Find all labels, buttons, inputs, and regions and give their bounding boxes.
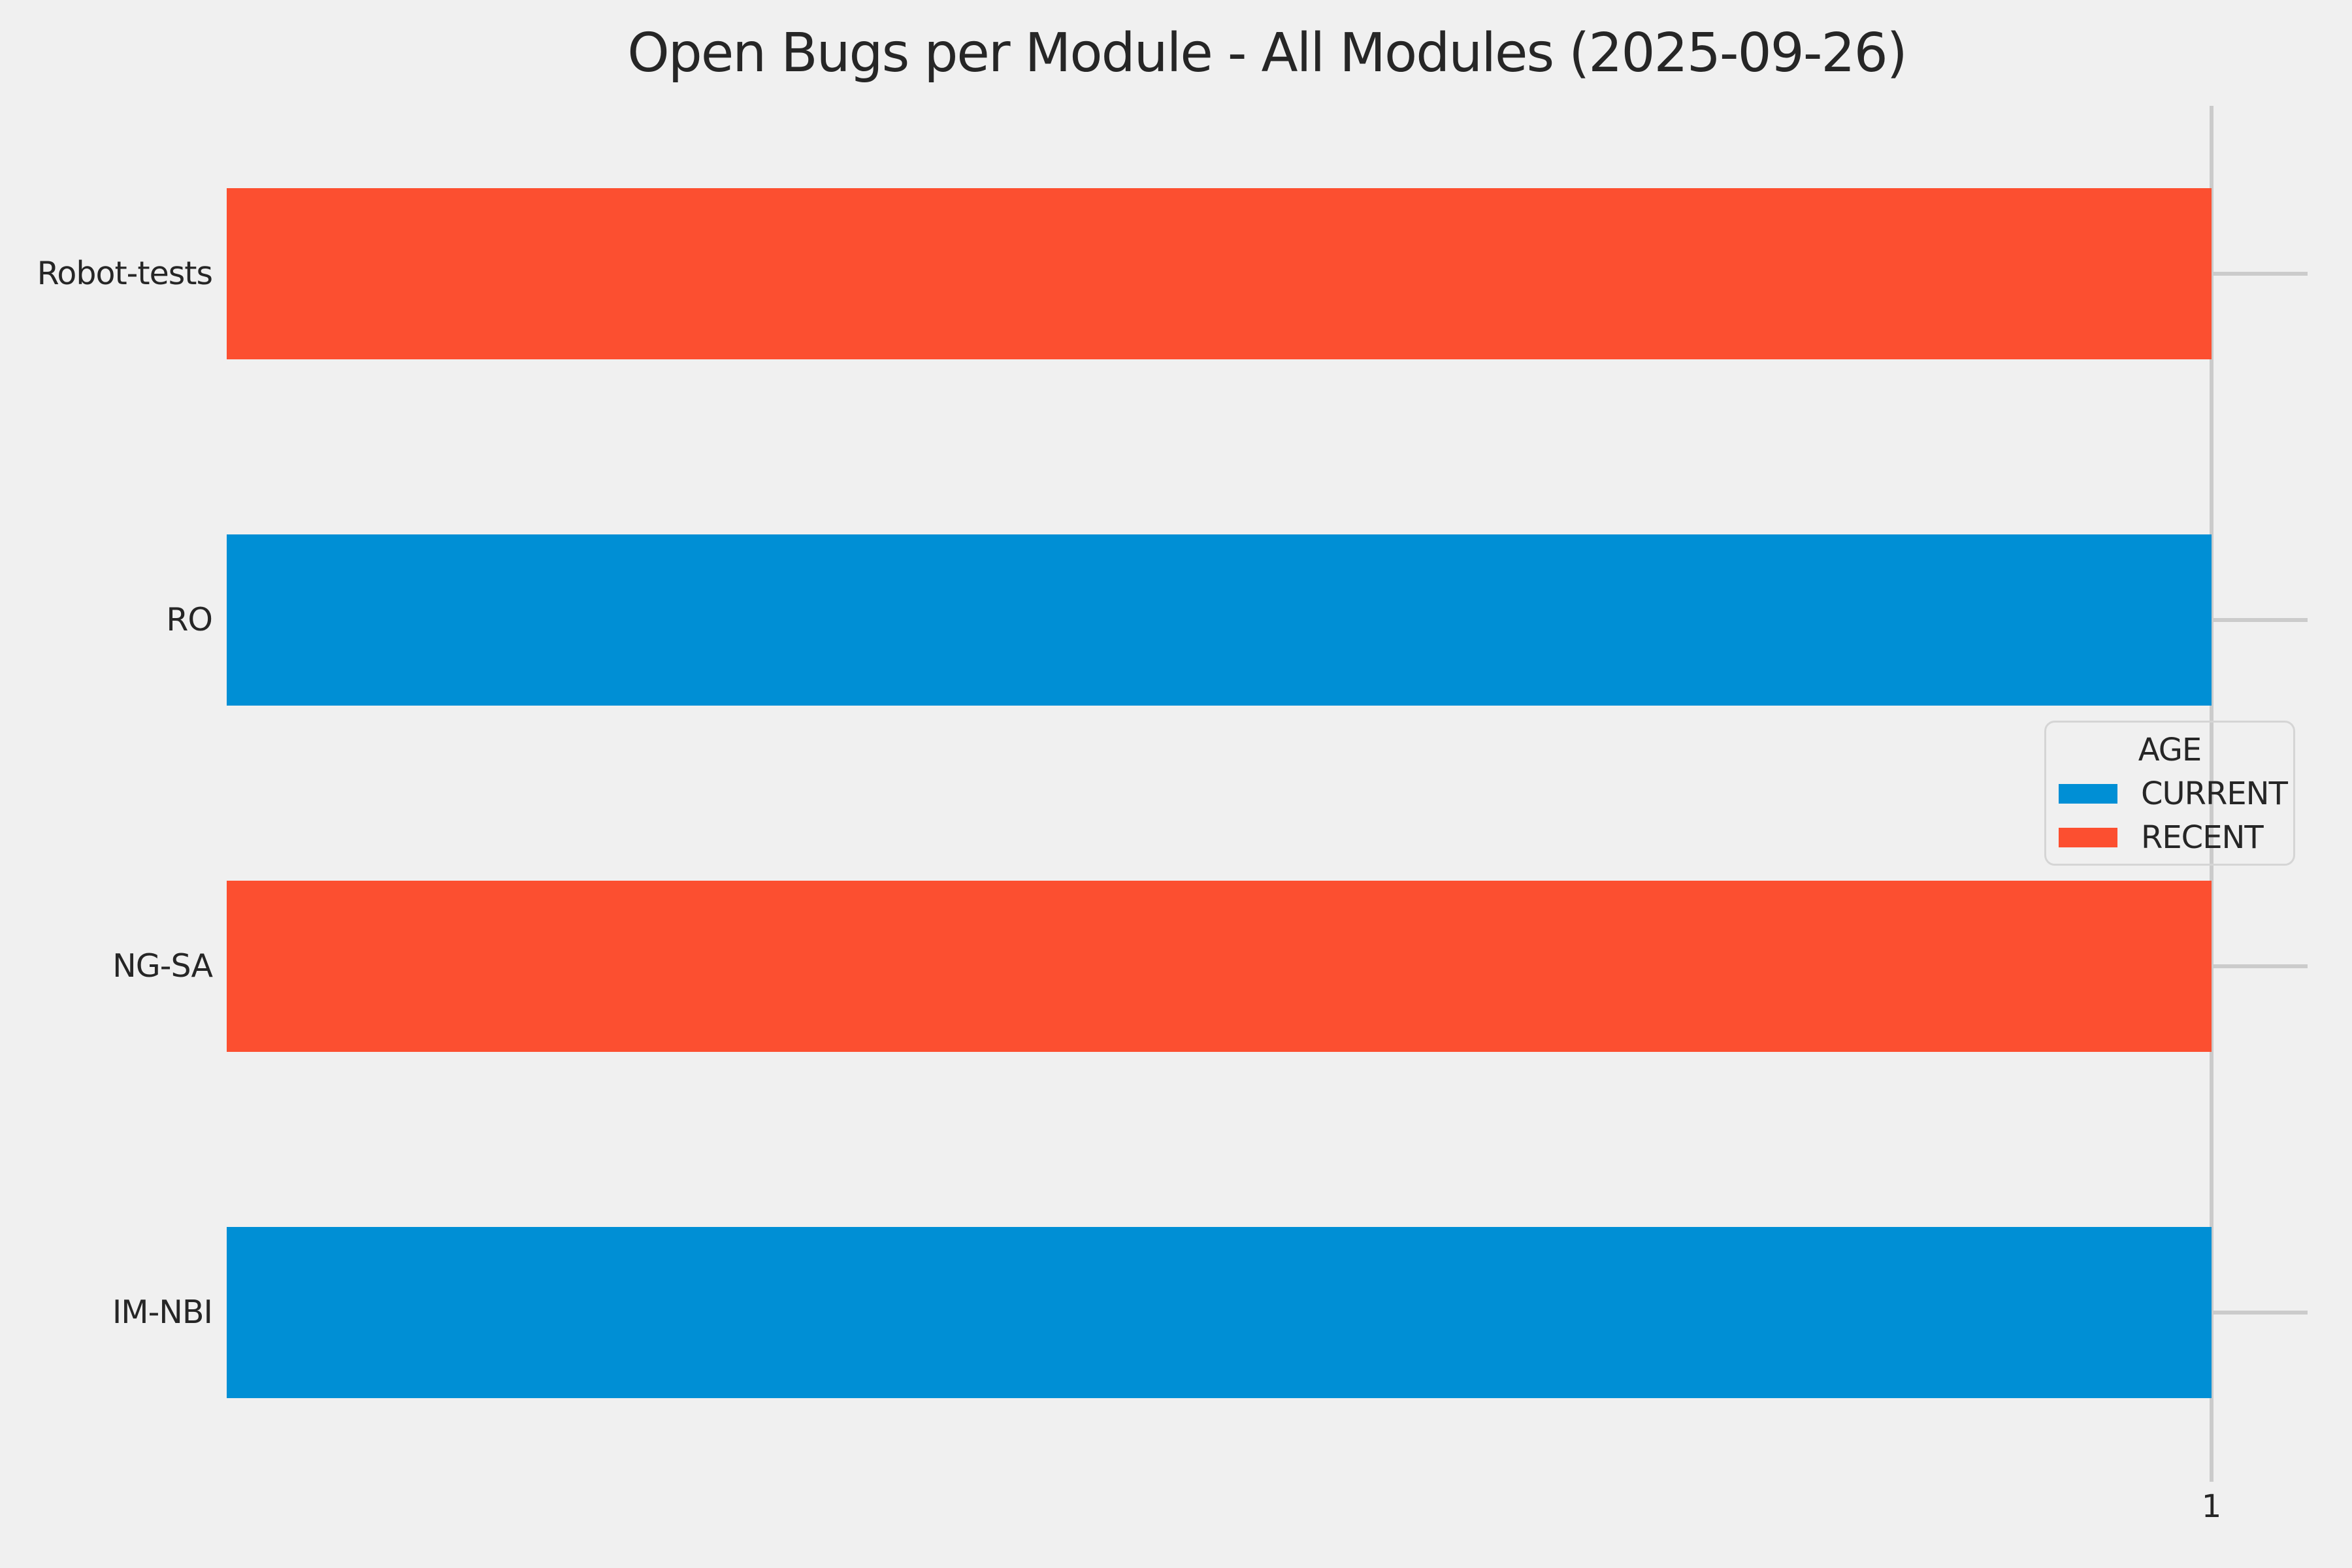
- bar-im-nbi: [227, 1227, 2212, 1398]
- legend-entry-current: CURRENT: [2059, 776, 2288, 812]
- bar-ng-sa: [227, 881, 2212, 1052]
- x-tick-label-1: 1: [2201, 1488, 2222, 1525]
- chart-title: Open Bugs per Module - All Modules (2025…: [627, 22, 1908, 84]
- bar-ro: [227, 534, 2212, 706]
- y-tick-label-ng-sa: NG-SA: [112, 947, 213, 985]
- y-gridline-ng-sa: [2213, 964, 2308, 968]
- y-gridline-robot-tests: [2213, 272, 2308, 276]
- legend-label-recent: RECENT: [2141, 819, 2264, 856]
- legend-swatch-recent: [2059, 828, 2117, 847]
- legend-swatch-current: [2059, 784, 2117, 804]
- y-tick-label-im-nbi: IM-NBI: [112, 1294, 213, 1331]
- legend-entry-recent: RECENT: [2059, 819, 2264, 856]
- bar-robot-tests: [227, 188, 2212, 359]
- y-gridline-ro: [2213, 618, 2308, 622]
- y-axis-labels: Robot-tests RO NG-SA IM-NBI: [0, 0, 213, 1568]
- y-tick-label-ro: RO: [166, 601, 213, 638]
- legend-title: AGE: [2138, 732, 2202, 768]
- legend: AGE CURRENT RECENT: [2044, 721, 2295, 866]
- x-gridline-value-1: [2210, 106, 2213, 1482]
- y-gridline-im-nbi: [2213, 1311, 2308, 1315]
- y-tick-label-robot-tests: Robot-tests: [37, 255, 213, 292]
- plot-area: [227, 106, 2308, 1482]
- legend-label-current: CURRENT: [2141, 776, 2288, 812]
